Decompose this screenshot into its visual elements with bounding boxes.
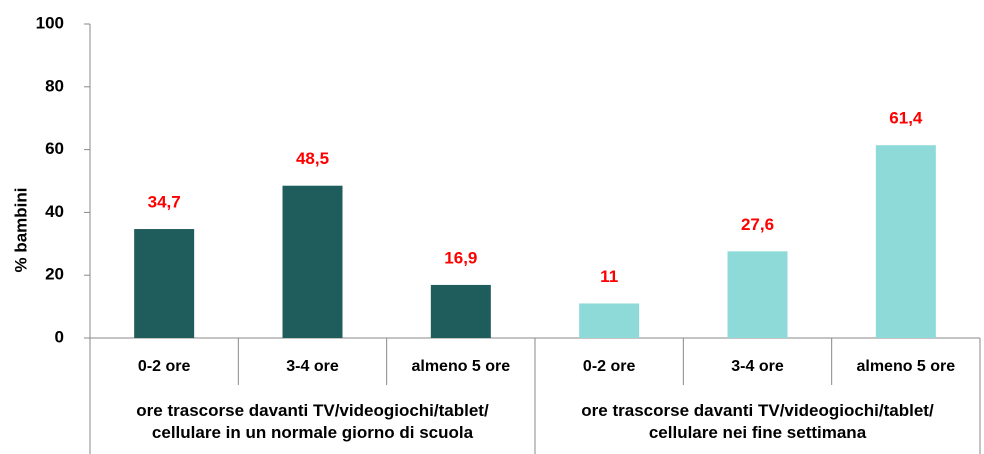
y-tick-label: 0 — [55, 327, 64, 346]
value-label: 48,5 — [296, 149, 329, 168]
bar — [579, 303, 640, 338]
value-label: 61,4 — [889, 109, 923, 128]
x-tick-label: almeno 5 ore — [856, 358, 956, 375]
x-tick-label: 0-2 ore — [582, 358, 636, 375]
bar — [282, 185, 343, 338]
y-tick-label: 80 — [45, 76, 64, 95]
y-tick-label: 20 — [45, 265, 64, 284]
x-tick-label: 3-4 ore — [731, 358, 784, 375]
y-axis-label: % bambini — [11, 187, 30, 272]
bar — [134, 229, 195, 338]
x-tick-label: 0-2 ore — [137, 358, 191, 375]
y-tick-label: 40 — [45, 202, 64, 221]
value-label: 11 — [600, 267, 618, 286]
value-label: 16,9 — [444, 248, 477, 267]
y-tick-label: 100 — [36, 13, 64, 32]
value-label: 34,7 — [148, 193, 181, 212]
group-label: ore trascorse davanti TV/videogiochi/tab… — [581, 401, 934, 442]
bar — [727, 251, 788, 338]
group-label: ore trascorse davanti TV/videogiochi/tab… — [136, 401, 489, 442]
bar — [875, 145, 936, 338]
x-tick-label: 3-4 ore — [286, 358, 339, 375]
value-label: 27,6 — [741, 215, 774, 234]
y-tick-label: 60 — [45, 139, 64, 158]
x-tick-label: almeno 5 ore — [411, 358, 511, 375]
bar — [430, 284, 491, 338]
